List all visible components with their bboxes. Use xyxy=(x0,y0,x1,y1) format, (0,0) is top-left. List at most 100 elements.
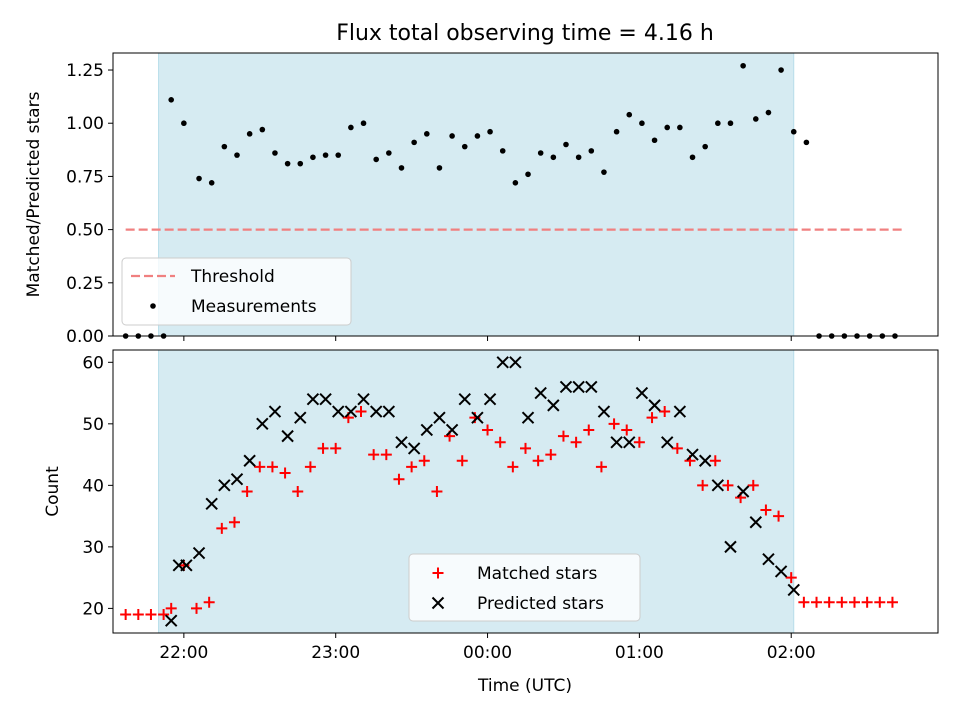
matched-star-point xyxy=(659,406,671,418)
measurement-point xyxy=(424,131,430,137)
legend-matched-swatch xyxy=(432,567,444,579)
predicted-star-point xyxy=(192,546,206,560)
measurement-point xyxy=(525,171,531,178)
measurement-point xyxy=(348,124,354,131)
predicted-star-point xyxy=(711,479,725,492)
predicted-star-point xyxy=(623,436,636,449)
predicted-star-point xyxy=(724,540,737,554)
measurement-point xyxy=(259,126,266,133)
matched-star-point xyxy=(368,449,380,461)
matched-star-point xyxy=(292,486,304,497)
measurement-point xyxy=(398,165,405,171)
measurement-point xyxy=(411,139,417,146)
predicted-star-point xyxy=(281,429,294,443)
measurement-point xyxy=(310,154,316,161)
matched-star-point xyxy=(330,442,342,454)
legend: Threshold Measurements xyxy=(121,257,352,326)
matched-star-point xyxy=(191,602,203,614)
legend-box xyxy=(121,257,352,326)
predicted-star-point xyxy=(382,405,396,418)
matched-star-point xyxy=(456,455,468,467)
y-tick-label: 40 xyxy=(82,476,104,496)
predicted-star-point xyxy=(407,442,421,455)
predicted-star-point xyxy=(180,559,193,572)
matched-star-point xyxy=(874,596,886,608)
series-predicted-stars xyxy=(164,356,800,627)
predicted-star-point xyxy=(572,380,585,394)
predicted-star-point xyxy=(597,405,611,418)
measurement-point xyxy=(386,150,392,156)
measurement-point xyxy=(168,97,175,103)
matched-star-point xyxy=(406,461,418,473)
predicted-star-point xyxy=(369,405,383,418)
matched-star-point xyxy=(848,596,860,608)
measurement-point xyxy=(284,160,291,167)
measurement-point xyxy=(208,179,215,186)
measurement-point xyxy=(221,143,228,150)
measurement-point xyxy=(461,143,468,150)
matched-star-point xyxy=(747,479,759,491)
predicted-star-point xyxy=(610,436,623,449)
predicted-star-point xyxy=(774,565,788,578)
matched-star-point xyxy=(203,596,215,608)
measurement-point xyxy=(196,175,202,182)
x-tick-label: 01:00 xyxy=(615,643,664,663)
measurement-point xyxy=(436,165,443,171)
matched-star-point xyxy=(532,455,544,467)
y-tick-label: 60 xyxy=(82,353,104,373)
measurement-point xyxy=(752,116,759,122)
predicted-star-point xyxy=(218,479,231,492)
matched-star-point xyxy=(266,461,278,473)
measurement-point xyxy=(740,62,746,69)
y-tick-label: 1.25 xyxy=(66,61,104,81)
measurement-point xyxy=(601,169,607,175)
predicted-star-point xyxy=(585,380,598,394)
predicted-star-point xyxy=(357,393,370,406)
chart-title: Flux total observing time = 4.16 h xyxy=(336,21,714,46)
measurement-point xyxy=(790,128,797,135)
predicted-star-point xyxy=(521,411,535,424)
predicted-star-point xyxy=(661,436,674,449)
measurement-point xyxy=(537,150,544,156)
matched-star-point xyxy=(254,461,266,473)
matched-star-point xyxy=(393,473,405,485)
predicted-star-point xyxy=(749,516,762,529)
measurement-point xyxy=(335,152,342,158)
x-axis-label: Time (UTC) xyxy=(477,676,572,696)
measurement-point xyxy=(715,120,721,127)
measurement-point xyxy=(689,154,696,161)
predicted-star-point xyxy=(433,411,446,424)
legend-measurement-swatch xyxy=(150,303,156,309)
x-tick-label: 22:00 xyxy=(159,643,208,663)
measurement-point xyxy=(234,152,240,158)
matched-star-point xyxy=(570,436,582,448)
predicted-star-point xyxy=(294,411,307,424)
y-tick-label: 0.50 xyxy=(66,221,104,241)
predicted-star-point xyxy=(736,485,750,498)
y-axis-label: Count xyxy=(43,466,63,517)
legend-box xyxy=(408,553,641,622)
y-tick-label: 50 xyxy=(82,415,104,435)
matched-star-point xyxy=(785,572,797,584)
measurement-point xyxy=(246,131,253,137)
measurement-point xyxy=(588,148,595,154)
matched-star-point xyxy=(608,418,620,430)
matched-star-point xyxy=(317,442,329,454)
measurement-point xyxy=(449,133,455,139)
y-tick-label: 1.00 xyxy=(66,114,104,134)
predicted-star-point xyxy=(483,393,497,406)
counts-panel: 20 30 40 50 60 22:00 23:00 00:00 01:00 02:00 Count… xyxy=(43,349,939,663)
matched-star-point xyxy=(304,461,316,473)
measurement-point xyxy=(360,120,367,127)
predicted-star-point xyxy=(458,393,471,406)
matched-star-point xyxy=(557,430,569,442)
measurement-point xyxy=(181,120,187,127)
measurement-point xyxy=(512,179,519,186)
y-tick-label: 20 xyxy=(82,599,104,619)
predicted-star-point xyxy=(256,417,269,431)
x-tick-label: 23:00 xyxy=(311,643,360,663)
predicted-star-point xyxy=(344,405,358,418)
predicted-star-point xyxy=(547,399,560,412)
predicted-star-point xyxy=(686,448,699,461)
